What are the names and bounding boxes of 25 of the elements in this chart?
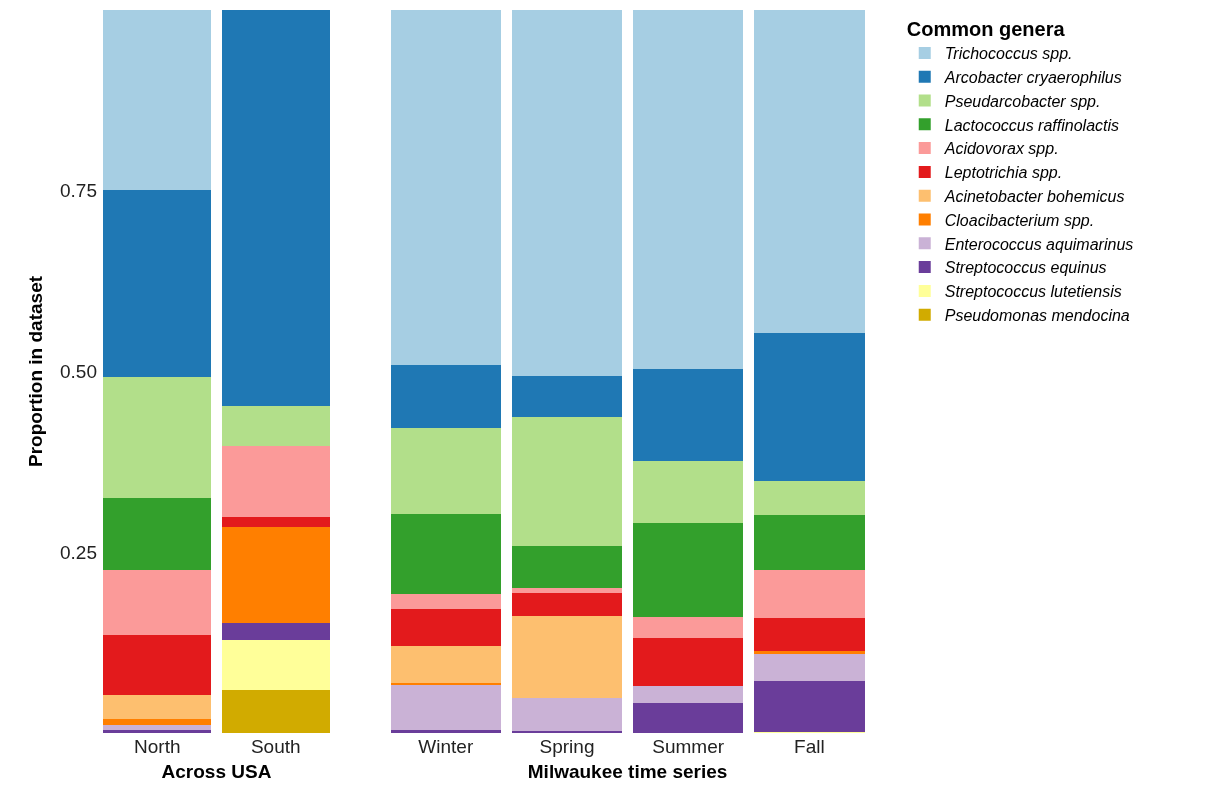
legend-label: Leptotrichia spp. — [944, 164, 1063, 182]
y-tick-label: 0.25 — [60, 541, 97, 563]
legend-label: Pseudarcobacter spp. — [944, 92, 1101, 110]
x-tick-label: North — [134, 736, 181, 757]
legend-label: Acidovorax spp. — [943, 140, 1059, 158]
x-tick-label: South — [250, 736, 301, 757]
y-axis-title: Proportion in dataset — [24, 275, 46, 468]
x-tick-label: Fall — [794, 736, 825, 757]
y-tick-label: 0.75 — [60, 180, 97, 202]
legend-label: Lactococcus raffinolactis — [944, 116, 1120, 134]
legend-label: Enterococcus aquimarinus — [944, 235, 1134, 253]
legend-label: Trichococcus spp. — [944, 45, 1073, 63]
legend-label: Pseudomonas mendocina — [944, 306, 1130, 324]
legend-label: Acinetobacter bohemicus — [943, 187, 1125, 205]
legend-label: Cloacibacterium spp. — [944, 211, 1095, 229]
x-tick-label: Summer — [652, 736, 725, 757]
x-tick-label: Winter — [418, 736, 474, 757]
legend-label: Arcobacter cryaerophilus — [943, 68, 1122, 86]
legend-label: Streptococcus equinus — [944, 259, 1107, 277]
legend-label: Streptococcus lutetiensis — [944, 283, 1122, 301]
y-tick-label: 0.50 — [60, 361, 97, 383]
x-tick-label: Spring — [539, 736, 595, 757]
legend-title: Common genera — [906, 18, 1066, 40]
x-axis-title: Milwaukee time series — [527, 760, 728, 782]
x-axis-title: Across USA — [161, 760, 272, 782]
